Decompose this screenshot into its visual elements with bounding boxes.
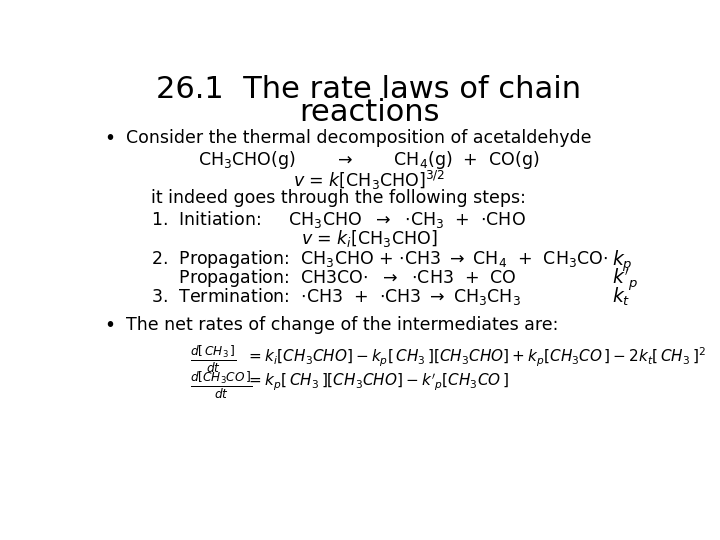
Text: $= k_i[CH_3CHO] - k_p[\,CH_3\,][CH_3CHO] + k_p[CH_3CO\,] - 2k_t[\,CH_3\,]^2$: $= k_i[CH_3CHO] - k_p[\,CH_3\,][CH_3CHO]… [246, 346, 706, 369]
Text: CH$_3$CHO(g)       $\rightarrow$       CH$_4$(g)  +  CO(g): CH$_3$CHO(g) $\rightarrow$ CH$_4$(g) + C… [198, 149, 540, 171]
Text: 1.  Initiation:     CH$_3$CHO  $\rightarrow$  $\cdot$CH$_3$  +  $\cdot$CHO: 1. Initiation: CH$_3$CHO $\rightarrow$ $… [151, 209, 526, 230]
Text: 2.  Propagation:  CH$_3$CHO + $\cdot$CH3 $\rightarrow$ CH$_4$  +  CH$_3$CO$\cdot: 2. Propagation: CH$_3$CHO + $\cdot$CH3 $… [151, 248, 608, 270]
Text: $v$ = $k$[CH$_3$CHO]$^{3/2}$: $v$ = $k$[CH$_3$CHO]$^{3/2}$ [293, 169, 445, 192]
Text: •: • [104, 316, 115, 335]
Text: $v$ = $k_i$[CH$_3$CHO]: $v$ = $k_i$[CH$_3$CHO] [301, 228, 437, 249]
Text: reactions: reactions [299, 98, 439, 127]
Text: $\frac{d[\,CH_3\,]}{dt}$: $\frac{d[\,CH_3\,]}{dt}$ [190, 344, 237, 375]
Text: $k_t$: $k_t$ [612, 286, 630, 308]
Text: 26.1  The rate laws of chain: 26.1 The rate laws of chain [156, 75, 582, 104]
Text: Consider the thermal decomposition of acetaldehyde: Consider the thermal decomposition of ac… [126, 129, 592, 147]
Text: Propagation:  CH3CO$\cdot$  $\rightarrow$  $\cdot$CH3  +  CO: Propagation: CH3CO$\cdot$ $\rightarrow$ … [151, 267, 517, 289]
Text: $= k_p[\,CH_3\,][CH_3CHO] - k'_p[CH_3CO\,]$: $= k_p[\,CH_3\,][CH_3CHO] - k'_p[CH_3CO\… [246, 372, 509, 393]
Text: 3.  Termination:  $\cdot$CH3  +  $\cdot$CH3 $\rightarrow$ CH$_3$CH$_3$: 3. Termination: $\cdot$CH3 + $\cdot$CH3 … [151, 286, 521, 307]
Text: •: • [104, 129, 115, 149]
Text: $k'_p$: $k'_p$ [612, 267, 638, 293]
Text: it indeed goes through the following steps:: it indeed goes through the following ste… [151, 189, 526, 207]
Text: The net rates of change of the intermediates are:: The net rates of change of the intermedi… [126, 316, 559, 334]
Text: $k_p$: $k_p$ [612, 248, 632, 273]
Text: $\frac{d[CH_3CO\,]}{dt}$: $\frac{d[CH_3CO\,]}{dt}$ [190, 370, 253, 401]
